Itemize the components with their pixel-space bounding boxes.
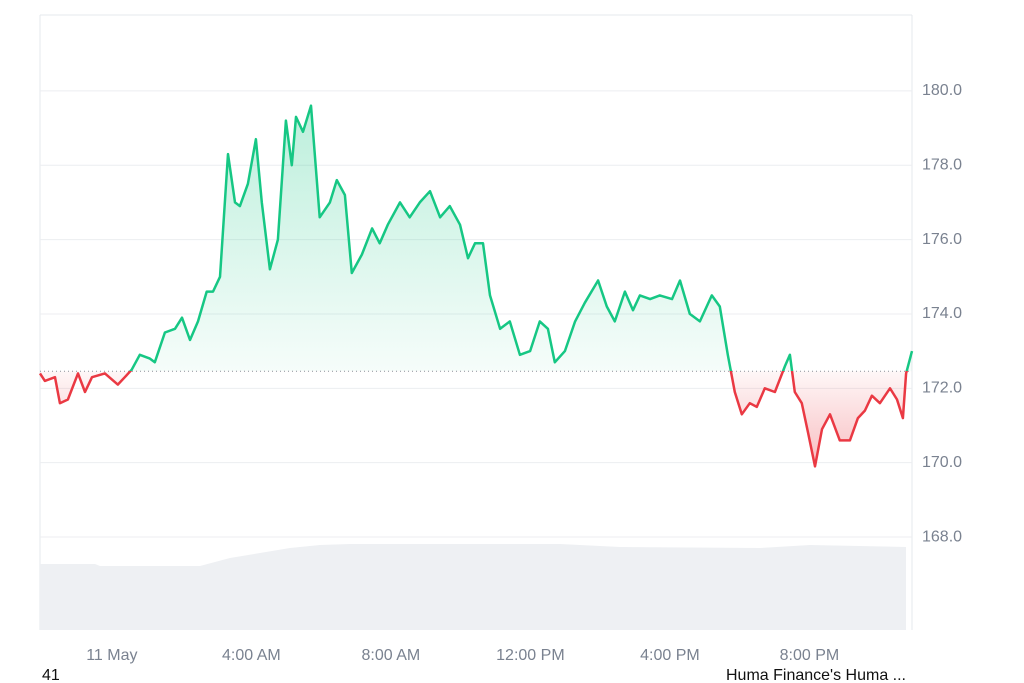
x-tick-label: 8:00 PM xyxy=(780,647,840,664)
x-tick-label: 12:00 PM xyxy=(496,647,564,664)
footer-right: Huma Finance's Huma ... xyxy=(726,667,906,683)
y-tick-label: 174.0 xyxy=(922,305,962,322)
y-tick-label: 170.0 xyxy=(922,454,962,471)
y-tick-label: 178.0 xyxy=(922,156,962,173)
x-tick-label: 11 May xyxy=(86,647,137,664)
footer-left: 41 xyxy=(42,667,60,683)
x-tick-label: 4:00 PM xyxy=(640,647,700,664)
price-line xyxy=(38,104,914,468)
y-tick-label: 180.0 xyxy=(922,82,962,99)
baseline-area xyxy=(40,105,912,467)
y-tick-label: 172.0 xyxy=(922,380,962,397)
x-tick-label: 4:00 AM xyxy=(222,647,281,664)
y-tick-label: 176.0 xyxy=(922,231,962,248)
y-tick-label: 168.0 xyxy=(922,528,962,545)
x-tick-label: 8:00 AM xyxy=(362,647,421,664)
volume-area xyxy=(40,544,906,630)
